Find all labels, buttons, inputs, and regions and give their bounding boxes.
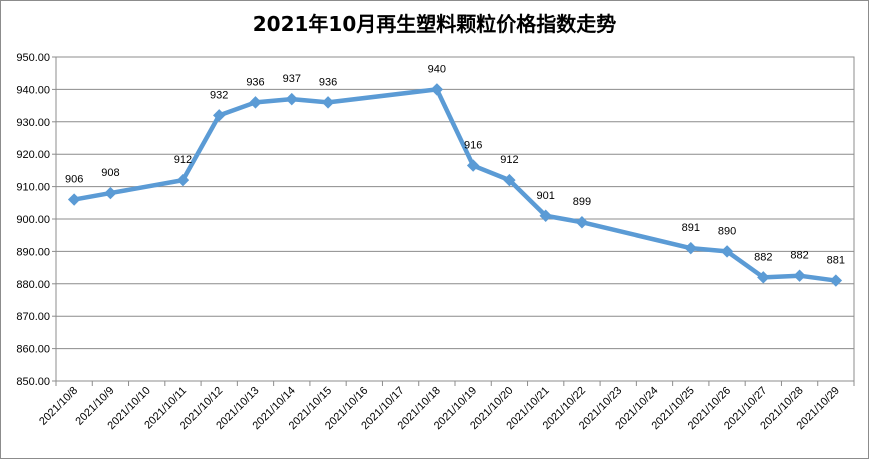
data-label: 901 — [537, 190, 555, 202]
data-label: 899 — [573, 196, 591, 208]
data-label: 890 — [718, 225, 736, 237]
data-label: 937 — [283, 73, 301, 85]
data-point-marker — [684, 241, 697, 255]
data-label: 882 — [790, 250, 808, 262]
y-tick-label: 920.00 — [16, 149, 50, 161]
data-label: 891 — [682, 222, 700, 234]
y-tick-label: 900.00 — [16, 214, 50, 226]
data-point-marker — [176, 173, 190, 187]
data-label: 936 — [246, 76, 264, 88]
chart-title: 2021年10月再生塑料颗粒价格指数走势 — [252, 12, 617, 36]
y-tick-label: 870.00 — [16, 311, 50, 323]
data-point-marker — [575, 216, 589, 229]
data-labels: 906 908 912 932 936 937 936 940 916 912 901 899 891 8… — [65, 63, 845, 266]
data-point-marker — [249, 96, 262, 109]
y-tick-label: 890.00 — [16, 246, 50, 258]
data-label: 912 — [174, 154, 192, 166]
data-point-marker — [213, 109, 226, 122]
data-point-marker — [430, 83, 444, 96]
data-label: 882 — [754, 251, 772, 263]
data-point-marker — [503, 173, 516, 187]
data-label: 932 — [210, 89, 228, 101]
data-point-marker — [104, 186, 117, 200]
data-point-marker — [321, 96, 335, 109]
data-point-marker — [285, 92, 298, 106]
x-axis: 2021/10/82021/10/92021/10/102021/10/1120… — [37, 381, 855, 432]
series-line-group — [67, 83, 843, 287]
data-label: 916 — [464, 140, 482, 152]
data-point-marker — [720, 245, 734, 258]
data-label: 908 — [101, 167, 119, 179]
data-point-marker — [67, 193, 81, 206]
y-tick-label: 880.00 — [16, 279, 50, 291]
y-tick-label: 910.00 — [16, 182, 50, 194]
data-point-marker — [757, 271, 770, 284]
data-point-marker — [793, 269, 806, 282]
data-point-marker — [829, 274, 843, 287]
y-tick-label: 930.00 — [16, 117, 50, 129]
y-tick-label: 940.00 — [16, 84, 50, 96]
x-tick-label: 2021/10/8 — [37, 385, 80, 428]
data-label: 912 — [500, 154, 518, 166]
data-label: 906 — [65, 174, 83, 186]
data-point-marker — [466, 159, 480, 172]
y-tick-label: 860.00 — [16, 344, 50, 356]
data-label: 881 — [827, 255, 845, 267]
data-point-marker — [539, 209, 552, 222]
y-tick-label: 950.00 — [16, 52, 50, 64]
y-tick-label: 850.00 — [16, 376, 50, 388]
data-label: 936 — [319, 76, 337, 88]
data-label: 940 — [428, 63, 446, 75]
gridlines — [56, 88, 854, 350]
y-axis: 850.00 860.00 870.00 880.00 890.00 900.00 910.… — [16, 52, 56, 388]
